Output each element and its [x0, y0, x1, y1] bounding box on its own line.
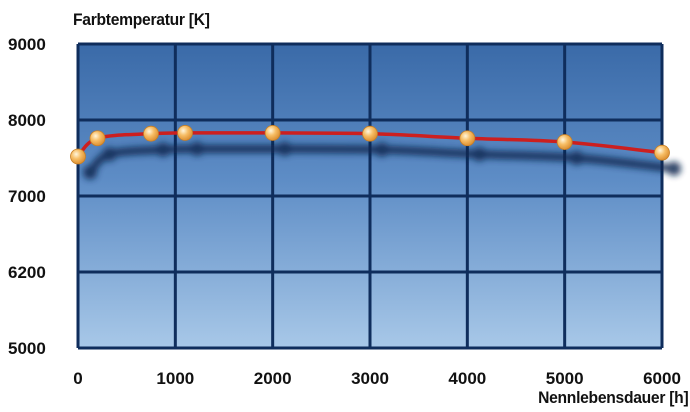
data-point — [459, 130, 476, 147]
x-tick-label: 1000 — [156, 369, 194, 388]
x-tick-label: 2000 — [254, 369, 292, 388]
shadow-dot — [102, 147, 117, 162]
series-shadow — [83, 141, 681, 180]
y-tick-label: 5000 — [8, 339, 46, 358]
shadow-dot — [83, 165, 97, 180]
shadow-dot — [277, 141, 292, 156]
data-point — [70, 148, 86, 165]
y-tick-label: 8000 — [8, 111, 46, 130]
data-point — [362, 125, 378, 142]
shadow-dot — [375, 142, 389, 157]
x-tick-label: 5000 — [546, 369, 584, 388]
y-axis-title: Farbtemperatur [K] — [73, 10, 210, 29]
data-point — [654, 144, 670, 161]
data-point — [556, 134, 573, 150]
series-line — [76, 131, 664, 159]
x-tick-label: 6000 — [643, 369, 681, 388]
shadow-dot — [156, 142, 170, 157]
x-axis-title: Nennlebensdauer [h] — [537, 388, 689, 407]
x-tick-label: 4000 — [448, 369, 486, 388]
data-point — [177, 125, 193, 141]
x-tick-label: 0 — [73, 369, 82, 388]
x-tick-label: 3000 — [351, 369, 389, 388]
shadow-dot — [190, 141, 205, 156]
data-point — [89, 130, 106, 147]
shadow-dot — [667, 161, 681, 176]
shadow-dot — [569, 151, 584, 166]
shadow-line — [86, 144, 678, 177]
data-point — [143, 125, 159, 142]
y-tick-label: 6200 — [8, 263, 46, 282]
data-point — [264, 125, 281, 141]
y-tick-label: 9000 — [8, 35, 46, 54]
shadow-dot — [472, 147, 487, 162]
y-tick-label: 7000 — [8, 187, 46, 206]
